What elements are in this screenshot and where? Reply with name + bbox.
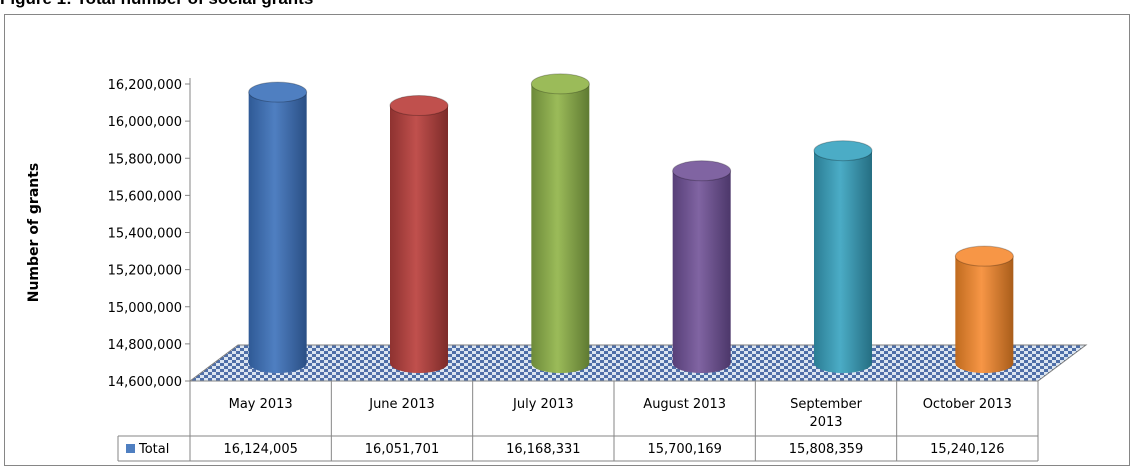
bar-top — [530, 73, 590, 95]
bar-top — [672, 160, 732, 182]
y-tick-label: 15,600,000 — [108, 189, 182, 204]
bar-0 — [248, 81, 308, 373]
data-value-label: 15,240,126 — [930, 442, 1004, 457]
data-table: May 2013 June 2013 July 2013 August 2013 Sep… — [117, 381, 1039, 462]
x-category-label: June 2013 — [368, 397, 435, 412]
bar-top — [248, 81, 308, 103]
x-category-label: 2013 — [809, 415, 842, 430]
y-tick-label: 14,600,000 — [108, 375, 182, 390]
y-tick-label: 14,800,000 — [108, 338, 182, 353]
bar-5 — [954, 245, 1014, 373]
floor-plane — [188, 344, 1088, 382]
bar-body — [248, 92, 307, 373]
y-tick-label: 15,200,000 — [108, 264, 182, 279]
y-tick-label: 15,000,000 — [108, 301, 182, 316]
x-category-label: July 2013 — [512, 397, 574, 412]
legend-swatch — [126, 444, 135, 453]
bar-body — [390, 105, 448, 373]
bar-2 — [530, 73, 590, 374]
x-category-label: September — [790, 397, 863, 412]
data-value-label: 16,124,005 — [223, 442, 297, 457]
y-axis: 16,200,000 16,000,000 15,800,000 15,600,000… — [26, 78, 191, 390]
bar-body — [531, 83, 590, 374]
bar-3 — [672, 160, 732, 373]
bar-body — [955, 256, 1014, 373]
chart-floor — [188, 344, 1088, 382]
bars — [248, 73, 1014, 374]
y-tick-label: 16,000,000 — [108, 115, 182, 130]
bar-4 — [813, 140, 873, 373]
x-category-label: October 2013 — [923, 397, 1012, 412]
bar-top — [813, 140, 873, 162]
bar-body — [814, 150, 872, 373]
bar-body — [672, 170, 731, 373]
data-value-label: 15,808,359 — [789, 442, 863, 457]
figure-title: Figure 1: Total number of social grants — [0, 0, 313, 9]
bar-top — [954, 245, 1014, 267]
bar-1 — [389, 95, 449, 373]
data-value-label: 16,168,331 — [506, 442, 580, 457]
y-tick-label: 15,800,000 — [108, 152, 182, 167]
data-value-label: 15,700,169 — [647, 442, 721, 457]
bar-top — [389, 95, 449, 117]
y-tick-label: 15,400,000 — [108, 227, 182, 242]
legend-label: Total — [138, 442, 169, 457]
data-value-label: 16,051,701 — [365, 442, 439, 457]
x-category-label: May 2013 — [229, 397, 293, 412]
chart-frame — [4, 14, 1130, 466]
y-axis-label: Number of grants — [26, 163, 42, 303]
y-tick-label: 16,200,000 — [108, 78, 182, 93]
x-category-label: August 2013 — [643, 397, 726, 412]
